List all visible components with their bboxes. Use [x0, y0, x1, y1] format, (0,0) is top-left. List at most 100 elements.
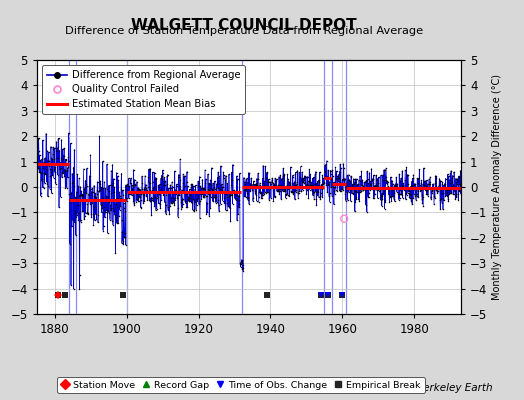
Point — [455, 188, 463, 194]
Point — [136, 186, 145, 193]
Point — [347, 174, 355, 180]
Point — [215, 202, 223, 208]
Point — [310, 196, 318, 202]
Point — [132, 189, 140, 196]
Point — [425, 178, 434, 185]
Point — [323, 175, 331, 182]
Point — [235, 197, 243, 204]
Point — [159, 192, 168, 198]
Point — [262, 190, 270, 196]
Point — [336, 161, 344, 168]
Point — [263, 169, 271, 176]
Point — [386, 186, 394, 192]
Point — [227, 191, 235, 198]
Point — [219, 184, 227, 190]
Point — [63, 174, 72, 180]
Point — [337, 179, 345, 186]
Point — [134, 184, 143, 191]
Point — [419, 202, 428, 209]
Point — [212, 199, 220, 206]
Point — [454, 191, 462, 198]
Point — [289, 172, 297, 179]
Point — [305, 186, 314, 193]
Point — [344, 183, 352, 190]
Point — [43, 193, 52, 200]
Point — [340, 216, 348, 222]
Point — [299, 177, 308, 184]
Point — [316, 196, 324, 202]
Point — [355, 188, 364, 195]
Point — [413, 180, 422, 186]
Point — [60, 159, 68, 166]
Point — [353, 189, 361, 195]
Point — [274, 186, 282, 193]
Point — [314, 182, 322, 188]
Point — [405, 188, 413, 194]
Point — [453, 177, 462, 183]
Point — [232, 196, 240, 203]
Point — [265, 190, 274, 196]
Point — [333, 172, 341, 179]
Point — [140, 183, 149, 190]
Point — [188, 199, 196, 206]
Point — [431, 173, 440, 179]
Point — [109, 204, 117, 211]
Point — [413, 175, 421, 182]
Point — [292, 189, 300, 195]
Point — [197, 185, 205, 191]
Point — [243, 188, 251, 194]
Point — [257, 195, 266, 202]
Point — [146, 187, 154, 193]
Point — [135, 186, 143, 193]
Point — [399, 180, 407, 186]
Point — [91, 211, 100, 218]
Point — [215, 182, 224, 188]
Point — [309, 175, 317, 182]
Point — [264, 178, 272, 184]
Point — [49, 146, 58, 152]
Point — [180, 189, 188, 195]
Point — [108, 181, 116, 188]
Point — [363, 186, 372, 193]
Point — [149, 169, 157, 175]
Point — [394, 185, 402, 191]
Point — [374, 188, 383, 194]
Point — [155, 183, 163, 190]
Point — [335, 168, 344, 175]
Point — [241, 179, 249, 185]
Point — [72, 189, 81, 195]
Point — [51, 181, 60, 187]
Point — [249, 195, 257, 201]
Point — [262, 184, 270, 190]
Point — [91, 190, 100, 196]
Point — [399, 182, 407, 189]
Point — [417, 177, 425, 184]
Point — [341, 191, 350, 198]
Point — [445, 190, 453, 197]
Point — [103, 161, 111, 168]
Point — [328, 192, 336, 199]
Point — [84, 210, 92, 216]
Point — [202, 176, 210, 182]
Point — [148, 187, 157, 194]
Point — [205, 212, 213, 219]
Point — [108, 180, 117, 186]
Point — [405, 193, 413, 200]
Point — [224, 188, 232, 194]
Point — [359, 185, 368, 192]
Point — [201, 167, 209, 173]
Point — [326, 190, 334, 196]
Point — [397, 183, 406, 189]
Point — [37, 190, 45, 196]
Point — [384, 179, 392, 185]
Point — [234, 211, 242, 217]
Point — [176, 156, 184, 162]
Point — [114, 173, 122, 179]
Point — [432, 184, 441, 190]
Point — [411, 184, 419, 191]
Point — [64, 130, 73, 136]
Point — [286, 182, 294, 189]
Point — [168, 190, 176, 196]
Point — [447, 168, 455, 174]
Point — [74, 183, 82, 190]
